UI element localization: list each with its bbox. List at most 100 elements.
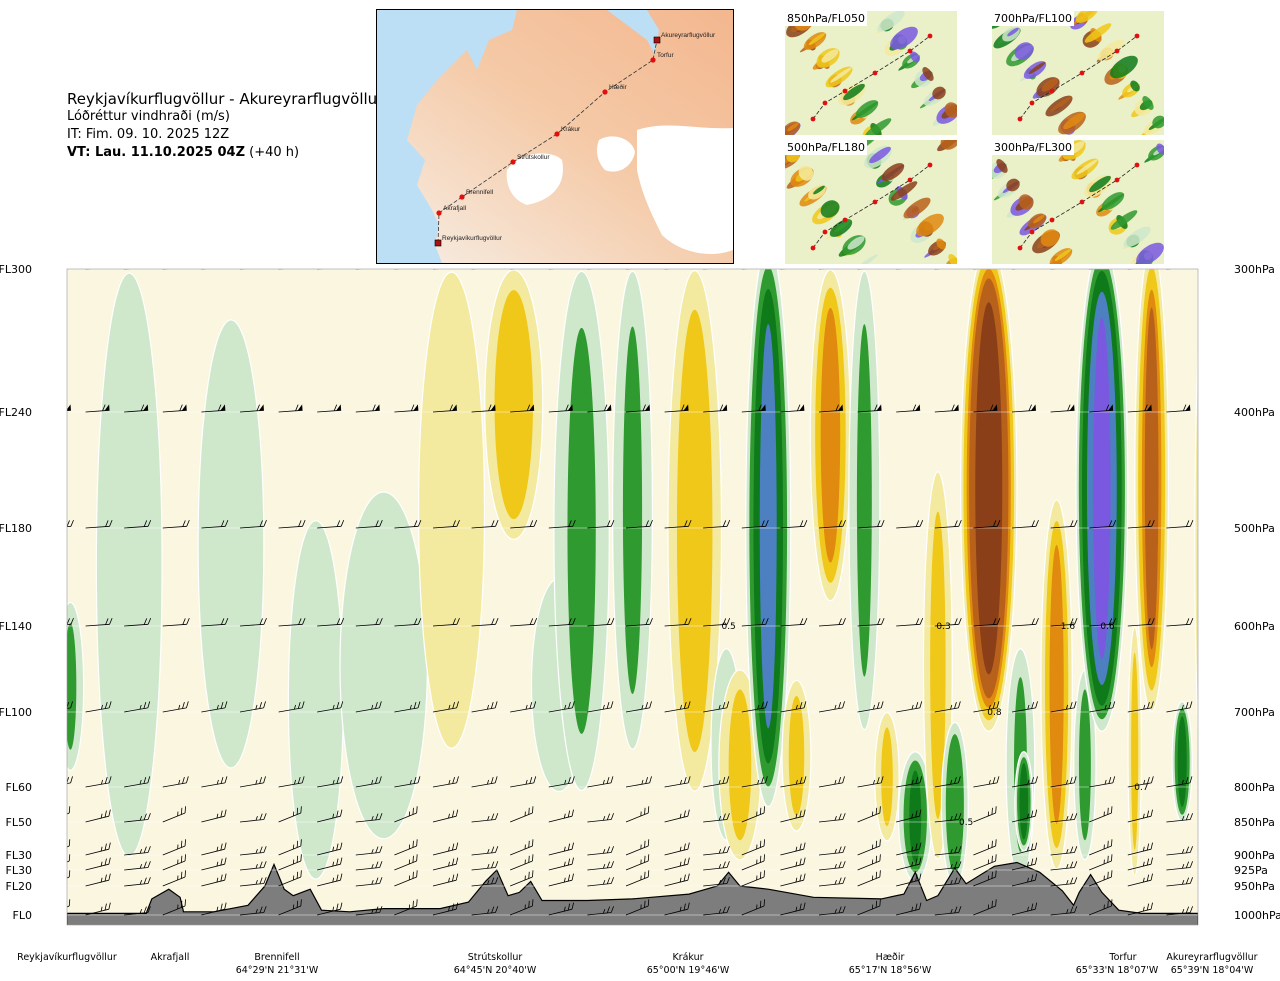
wind-barb-144	[818, 701, 845, 713]
wind-barb-184	[1166, 776, 1193, 788]
wind-barb-22	[896, 269, 921, 270]
wind-barb-339	[1166, 906, 1193, 916]
value-label-6: 0.5	[959, 818, 973, 828]
wind-barb-111	[741, 617, 769, 627]
wind-barb-65	[162, 519, 190, 529]
wind-barb-334	[973, 899, 997, 916]
wind-barb-285	[278, 870, 302, 887]
wind-barb-206	[818, 813, 846, 823]
wind-barb-275	[1089, 854, 1113, 871]
contour-band-25-level-1	[1078, 689, 1091, 841]
wind-barb-328	[741, 899, 765, 916]
wind-barb-135	[471, 701, 498, 713]
wind-barb-269	[857, 854, 881, 871]
mini-map-700: 700hPa/FL100	[992, 11, 1164, 135]
wind-barb-78	[664, 519, 692, 529]
contour-band-27-level-1	[1131, 652, 1139, 851]
wind-barb-161	[278, 776, 305, 788]
wind-barb-274	[1050, 861, 1078, 871]
wind-barb-25	[1011, 269, 1036, 270]
wind-barb-167	[510, 776, 537, 788]
wind-barb-282	[162, 870, 186, 887]
map-marker-0	[653, 36, 661, 44]
variable-title: Lóðréttur vindhraði (m/s)	[67, 109, 230, 124]
wind-barb-330	[818, 906, 846, 916]
wind-barb-308	[1166, 877, 1193, 887]
wind-barb-233	[664, 842, 690, 856]
wind-barb-148	[973, 701, 1000, 713]
wind-barb-109	[664, 617, 692, 627]
wind-barb-95	[124, 617, 152, 627]
location-name-1: Akrafjall	[151, 952, 190, 963]
contour-band-14-level-1	[788, 695, 805, 816]
contour-band-12-level-1	[728, 689, 752, 841]
wind-barb-283	[201, 873, 227, 887]
wind-barb-265	[703, 861, 730, 871]
wind-barb-260	[510, 854, 534, 871]
wind-barb-310	[67, 899, 71, 916]
wind-barb-4	[201, 269, 226, 270]
wind-barb-62	[67, 519, 74, 529]
map-marker-4	[510, 159, 516, 165]
wind-barb-253	[239, 861, 267, 871]
wind-barb-105	[510, 617, 538, 627]
wind-barb-237	[818, 846, 846, 856]
wind-barb-226	[394, 839, 418, 856]
wind-barb-104	[471, 617, 499, 627]
wind-barb-32	[85, 404, 110, 413]
wind-barb-270	[896, 857, 922, 871]
wind-barb-157	[124, 776, 151, 788]
wind-barb-102	[394, 617, 422, 627]
wind-barb-170	[625, 776, 652, 788]
wind-barb-86	[973, 519, 1001, 529]
wind-barb-219	[124, 846, 151, 856]
wind-barb-331	[857, 899, 881, 916]
wind-barb-174	[780, 776, 807, 788]
contour-band-9-level-1	[622, 326, 643, 695]
wind-barb-83	[857, 519, 885, 529]
wind-barb-242	[1011, 842, 1038, 856]
wind-barb-3	[162, 269, 187, 270]
map-label-2: Hæðir	[609, 83, 628, 91]
wind-barb-309	[1203, 870, 1230, 886]
map-label-4: Strútskollur	[517, 154, 550, 161]
fl-label-3: FL140	[0, 620, 32, 633]
wind-barb-113	[818, 617, 846, 627]
pressure-label-9: 950hPa	[1234, 880, 1275, 893]
wind-barb-304	[1011, 873, 1038, 887]
wind-barb-23	[934, 269, 959, 270]
route-map: Akureyrarflugvöllur Torfur Hæðir Krákur Strú…	[376, 9, 734, 264]
wind-barb-299	[818, 877, 846, 887]
wind-barb-162	[317, 776, 344, 788]
wind-barb-12	[510, 269, 535, 270]
wind-barb-185	[1204, 776, 1232, 787]
wind-barb-171	[664, 776, 691, 788]
map-label-3: Krákur	[561, 126, 581, 133]
wind-barb-311	[85, 902, 111, 916]
wind-barb-179	[973, 776, 1000, 788]
wind-barb-54	[934, 404, 959, 413]
wind-barb-232	[625, 839, 650, 856]
map-label-5: Brennifell	[466, 189, 494, 196]
location-name-5: Hæðir	[876, 952, 905, 963]
value-label-3: 0.6	[1100, 622, 1115, 632]
wind-barb-42	[471, 404, 496, 413]
fl-label-1: FL240	[0, 406, 32, 419]
wind-barb-202	[664, 809, 690, 823]
wind-barb-196	[432, 809, 459, 823]
mini-map-300: 300hPa/FL300	[992, 140, 1164, 264]
fl-label-4: FL100	[0, 706, 32, 719]
wind-barb-63	[85, 519, 113, 529]
valid-time: VT: Lau. 11.10.2025 04Z	[67, 145, 246, 160]
wind-barb-77	[625, 519, 653, 529]
wind-barb-313	[162, 899, 186, 916]
contour-band-28-level-3	[1144, 307, 1159, 650]
wind-barb-13	[548, 269, 573, 270]
wind-barb-55	[973, 404, 998, 413]
wind-barb-181	[1050, 776, 1077, 788]
wind-barb-44	[548, 404, 573, 413]
wind-barb-301	[896, 873, 922, 887]
wind-barb-327	[703, 906, 730, 916]
wind-barb-142	[741, 701, 768, 713]
wind-barb-5	[239, 269, 264, 270]
